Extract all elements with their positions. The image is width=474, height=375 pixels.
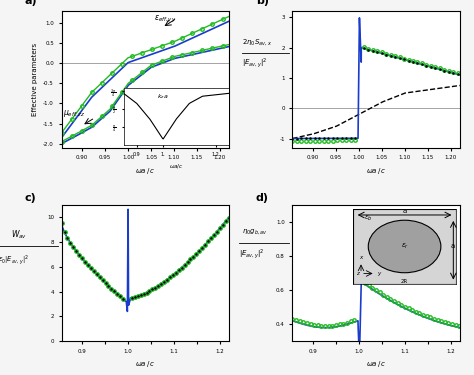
Text: b): b) (255, 0, 269, 6)
X-axis label: $\omega a\,/\,c$: $\omega a\,/\,c$ (135, 360, 155, 369)
Y-axis label: Effective parameters: Effective parameters (32, 43, 37, 116)
Text: $2\eta_0 S_{av,x}$: $2\eta_0 S_{av,x}$ (242, 38, 272, 47)
Text: $W_{av}$: $W_{av}$ (11, 229, 27, 241)
Text: $\varepsilon_0|E_{av,y}|^2$: $\varepsilon_0|E_{av,y}|^2$ (0, 253, 29, 267)
Text: $|E_{av,y}|^2$: $|E_{av,y}|^2$ (242, 57, 268, 70)
Text: $\eta_0 g_{b,av}$: $\eta_0 g_{b,av}$ (242, 226, 268, 236)
Text: $\varepsilon_{eff,yy}$: $\varepsilon_{eff,yy}$ (154, 14, 176, 25)
Text: c): c) (25, 193, 36, 203)
Text: a): a) (25, 0, 37, 6)
X-axis label: $\omega a\,/\,c$: $\omega a\,/\,c$ (135, 166, 155, 176)
Text: $|E_{av,y}|^2$: $|E_{av,y}|^2$ (239, 248, 264, 261)
Text: d): d) (255, 193, 269, 203)
Text: $\mu_{eff,zz}$: $\mu_{eff,zz}$ (64, 108, 86, 119)
X-axis label: $\omega a\,/\,c$: $\omega a\,/\,c$ (366, 360, 386, 369)
X-axis label: $\omega a\,/\,c$: $\omega a\,/\,c$ (366, 166, 386, 176)
